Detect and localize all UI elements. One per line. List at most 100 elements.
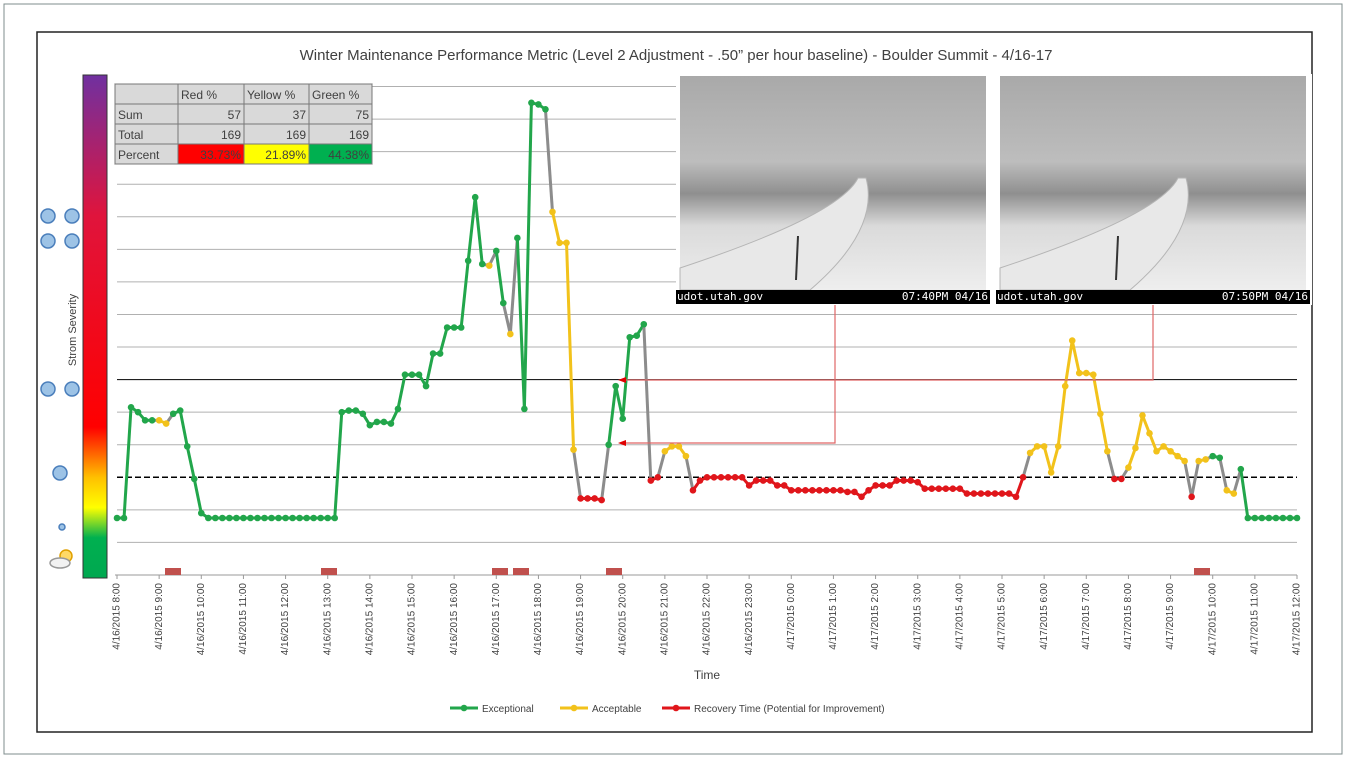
data-point [374,419,381,426]
data-point [837,487,844,494]
data-point [254,515,261,522]
x-tick-label: 4/17/2015 9:00 [1165,583,1176,650]
data-point [395,406,402,413]
data-point [669,443,676,450]
data-point [1273,515,1280,522]
data-point [219,515,226,522]
chart: Winter Maintenance Performance Metric (L… [0,0,1346,758]
data-point [296,515,303,522]
data-point [999,490,1006,497]
data-point [465,257,472,264]
x-tick-label: 4/16/2015 12:00 [280,583,291,656]
data-point [830,487,837,494]
legend-marker [571,705,578,712]
x-tick-label: 4/16/2015 19:00 [575,583,586,656]
table-row-label: Total [118,128,143,142]
data-point [367,422,374,429]
table-cell: 37 [293,108,307,122]
data-point [423,383,430,390]
data-point [1027,450,1034,457]
x-tick-label: 4/16/2015 20:00 [617,583,628,656]
data-point [928,485,935,492]
data-point [360,410,367,417]
data-point [549,209,556,216]
data-point [865,487,872,494]
data-point [345,407,352,414]
data-point [1034,443,1041,450]
x-tick-label: 4/16/2015 13:00 [322,583,333,656]
data-point [170,410,177,417]
data-point [556,240,563,247]
data-point [1287,515,1294,522]
data-point [788,487,795,494]
chart-title: Winter Maintenance Performance Metric (L… [300,47,1053,64]
data-point [128,404,135,411]
data-point [943,485,950,492]
data-point [212,515,219,522]
data-point [753,477,760,484]
legend-label: Acceptable [592,704,642,715]
data-point [114,515,121,522]
x-tick-label: 4/17/2015 5:00 [997,583,1008,650]
x-axis-label: Time [694,668,721,682]
data-point [774,482,781,489]
data-point [900,477,907,484]
data-point [191,476,198,483]
data-point [437,350,444,357]
data-point [697,477,704,484]
data-point [184,443,191,450]
data-point [1209,453,1216,460]
data-point [353,407,360,414]
data-point [725,474,732,481]
x-tick-label: 4/17/2015 0:00 [786,583,797,650]
data-point [1188,494,1195,501]
data-point [1252,515,1259,522]
x-tick-label: 4/16/2015 15:00 [407,583,418,656]
data-point [851,489,858,496]
data-point [640,321,647,328]
data-point [1111,476,1118,483]
data-point [985,490,992,497]
table-cell: 44.38% [328,148,369,162]
data-point [879,482,886,489]
data-point [338,409,345,416]
data-point [226,515,233,522]
data-point [872,482,879,489]
data-point [690,487,697,494]
data-point [1062,383,1069,390]
legend-label: Recovery Time (Potential for Improvement… [694,704,885,715]
table-header: Yellow % [247,88,296,102]
table-cell: 33.73% [200,148,241,162]
data-point [816,487,823,494]
data-point [802,487,809,494]
data-point [331,515,338,522]
webcam-time: 07:50PM 04/16 [1222,290,1308,303]
data-point [1216,454,1223,461]
data-point [149,417,156,424]
data-point [935,485,942,492]
table-header: Green % [312,88,360,102]
data-point [1013,494,1020,501]
data-point [1245,515,1252,522]
data-point [500,300,507,307]
webcam-time: 07:40PM 04/16 [902,290,988,303]
data-point [282,515,289,522]
x-tick-label: 4/17/2015 11:00 [1249,583,1260,655]
data-point [964,490,971,497]
data-point [683,453,690,460]
data-point [795,487,802,494]
data-point [289,515,296,522]
data-point [1230,490,1237,497]
data-point [619,415,626,422]
data-point [240,515,247,522]
data-point [233,515,240,522]
data-point [1055,443,1062,450]
legend-marker [673,705,680,712]
x-tick-label: 4/16/2015 11:00 [238,583,249,655]
x-tick-label: 4/16/2015 14:00 [364,583,375,656]
data-point [921,485,928,492]
table-cell: 169 [221,128,241,142]
data-point [570,446,577,453]
data-point [633,332,640,339]
